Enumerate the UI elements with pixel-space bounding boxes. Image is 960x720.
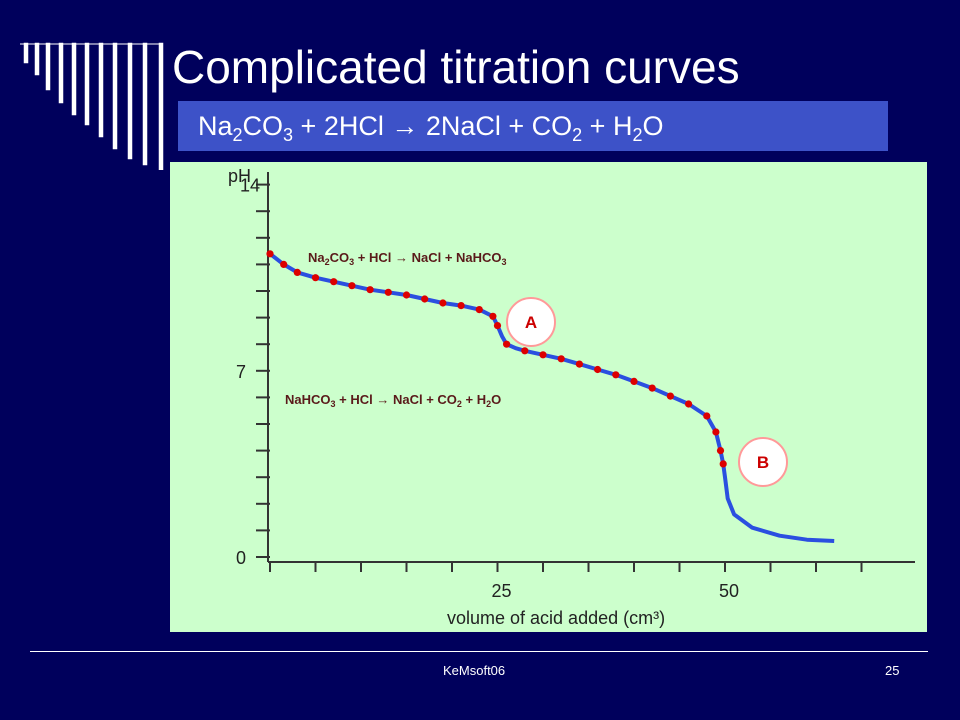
data-point-2 [293, 268, 301, 276]
slide-title: Complicated titration curves [172, 41, 740, 93]
data-point-25 [685, 400, 693, 408]
y-tick-label-14: 14 [240, 176, 260, 196]
x-tick-label-25: 25 [491, 581, 511, 601]
decorative-bars [20, 42, 164, 170]
data-point-6 [366, 286, 374, 294]
page-number: 25 [885, 663, 900, 678]
data-point-3 [311, 274, 320, 282]
y-tick-label-0: 0 [236, 548, 246, 568]
arrow-right-icon: → [376, 392, 389, 407]
data-point-5 [348, 282, 356, 290]
data-point-28 [716, 447, 725, 455]
data-point-17 [539, 351, 547, 359]
data-point-14 [493, 322, 502, 330]
data-point-13 [489, 312, 497, 320]
data-point-7 [384, 288, 392, 296]
x-axis-label: volume of acid added (cm³) [447, 608, 665, 628]
arrow-right-icon: → [395, 250, 408, 265]
titration-chart: 0 7 14 25 50 pH volume of acid added (cm³) … [170, 162, 927, 632]
footer-author: KeMsoft06 [443, 663, 506, 678]
data-point-16 [521, 347, 529, 355]
point-b-label: B [757, 453, 769, 472]
equation-text: Na2CO3 + 2HCl → 2NaCl + CO2 + H2O [198, 111, 664, 145]
data-point-9 [421, 295, 429, 303]
x-tick-marks [269, 562, 863, 572]
data-point-0 [266, 250, 274, 258]
equation-bar: Na2CO3 + 2HCl → 2NaCl + CO2 + H2O [178, 101, 888, 151]
data-point-12 [475, 306, 483, 314]
data-markers [266, 250, 727, 468]
point-a-label: A [525, 313, 537, 332]
y-tick-label-7: 7 [236, 362, 246, 382]
data-point-26 [703, 412, 711, 420]
point-b-marker: B [738, 437, 788, 487]
data-point-10 [439, 299, 447, 307]
data-point-18 [557, 355, 565, 363]
point-a-marker: A [506, 297, 556, 347]
data-point-21 [612, 371, 620, 379]
data-point-24 [666, 392, 674, 400]
data-point-29 [719, 460, 727, 468]
reaction2-annotation: NaHCO3 + HCl → NaCl + CO2 + H2O [285, 392, 501, 409]
footer-divider [30, 651, 928, 652]
y-tick-marks [256, 183, 270, 558]
x-tick-label-50: 50 [719, 581, 739, 601]
data-point-8 [402, 291, 411, 299]
data-point-15 [503, 340, 511, 348]
data-point-19 [575, 360, 583, 368]
data-point-1 [280, 260, 288, 268]
data-point-20 [594, 365, 602, 374]
reaction1-annotation: Na2CO3 + HCl → NaCl + NaHCO3 [308, 250, 507, 267]
data-point-27 [712, 428, 720, 436]
y-axis-label: pH [228, 166, 251, 186]
data-point-4 [330, 278, 338, 286]
data-point-11 [457, 302, 465, 310]
arrow-right-icon: → [391, 111, 419, 141]
data-point-22 [630, 377, 638, 385]
data-point-23 [648, 384, 656, 392]
